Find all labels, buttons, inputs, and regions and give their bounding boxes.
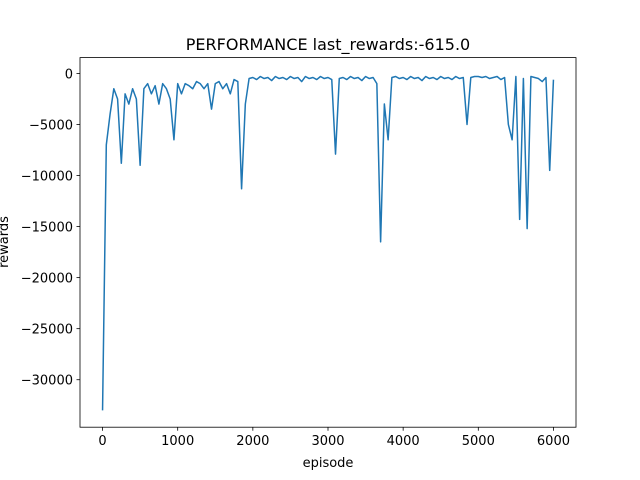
y-tick-label: −15000 [21, 221, 73, 236]
x-tick-label: 3000 [311, 434, 344, 449]
plot-frame [79, 57, 577, 428]
x-tick-label: 4000 [387, 434, 420, 449]
x-tick-label: 6000 [537, 434, 570, 449]
x-tick-label: 1000 [161, 434, 194, 449]
x-tick-label: 5000 [462, 434, 495, 449]
line-series [101, 75, 555, 411]
x-tick-label: 0 [98, 434, 106, 449]
y-tick-label: −10000 [21, 170, 73, 185]
x-tick-label: 2000 [236, 434, 269, 449]
y-axis-label: rewards [0, 216, 12, 268]
y-tick-label: −5000 [29, 118, 73, 133]
y-tick-label: 0 [65, 67, 73, 82]
x-axis-label: episode [303, 456, 354, 471]
y-tick-label: −30000 [21, 374, 73, 389]
y-tick-label: −25000 [21, 323, 73, 338]
chart-title: PERFORMANCE last_rewards:-615.0 [186, 35, 470, 55]
y-tick-label: −20000 [21, 272, 73, 287]
